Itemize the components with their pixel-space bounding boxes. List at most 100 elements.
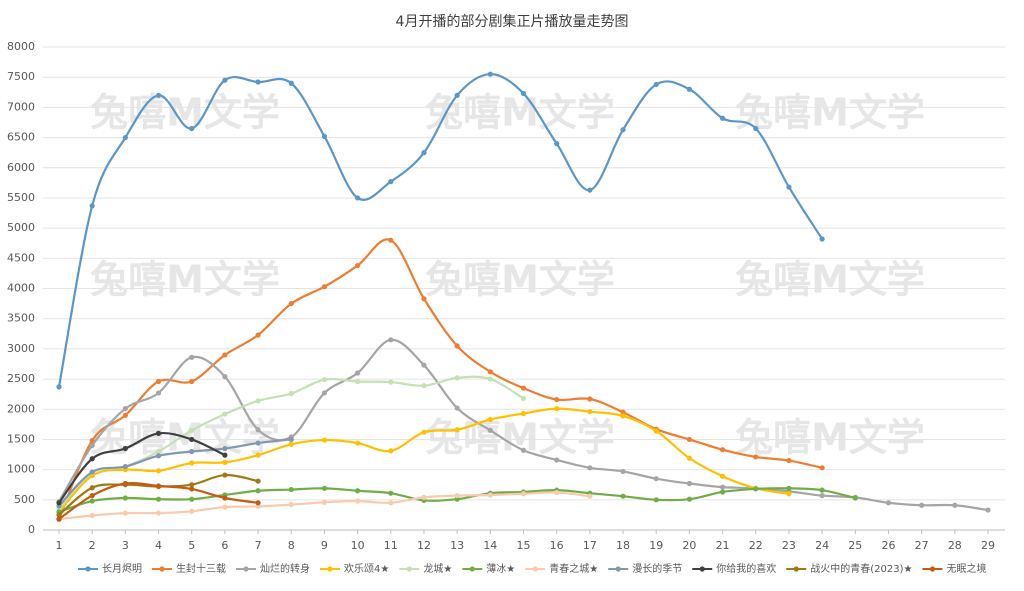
data-point [89,512,95,519]
data-point [155,483,162,489]
legend-label: 无眠之境 [946,562,986,575]
data-point [56,512,62,518]
x-tick-label: 18 [616,539,630,552]
data-point [620,468,626,475]
data-point [122,510,128,516]
data-point [222,445,228,452]
data-point [686,436,692,443]
data-point [719,484,726,490]
data-point [554,457,560,463]
data-point [255,79,261,85]
data-point [852,495,858,501]
legend-label: 灿烂的转身 [260,562,310,575]
data-point [520,395,527,401]
data-point [255,452,261,458]
data-point [155,378,162,385]
data-point [222,352,228,358]
data-point [620,493,626,499]
data-point [653,428,659,434]
data-point [189,508,195,514]
data-point [155,453,162,459]
data-point [554,489,560,496]
data-point [355,262,361,269]
data-point [819,487,825,493]
data-point [686,496,692,502]
series-line [58,431,226,504]
data-point [189,486,195,492]
data-point [520,90,527,97]
x-tick-label: 15 [517,539,531,552]
data-point [454,405,460,411]
y-tick-label: 4000 [7,282,35,295]
legend-label: 长月烬明 [102,563,142,575]
x-tick-label: 28 [948,539,962,552]
data-point [454,92,460,98]
data-point [288,502,294,508]
data-point [255,440,261,446]
data-point [255,488,261,494]
legend-label: 你给我的喜欢 [716,562,776,575]
data-point [222,495,228,501]
data-point [122,445,128,452]
data-point [321,390,328,396]
data-point [189,378,195,385]
data-point [189,496,195,502]
x-tick-label: 26 [881,539,895,552]
data-point [753,454,759,460]
data-point [255,503,261,510]
data-point [388,448,394,454]
x-tick-label: 7 [255,539,262,552]
x-tick-label: 11 [384,539,398,552]
data-point [753,486,759,492]
data-point [321,284,328,290]
data-point [255,398,261,404]
data-point [985,507,991,513]
watermark: 兔嘻M文学 [735,91,925,135]
x-tick-label: 4 [155,539,162,552]
data-point [719,115,726,121]
y-tick-label: 4500 [7,251,35,264]
data-point [885,500,892,506]
y-tick-label: 7000 [7,100,35,113]
data-point [686,455,692,461]
data-point [155,390,162,396]
legend-marker [159,566,165,572]
x-tick-label: 27 [915,539,929,552]
legend-label: 漫长的季节 [632,562,682,575]
data-point [719,473,726,479]
data-point [819,236,825,242]
data-point [122,480,128,487]
data-point [520,491,527,497]
data-point [421,383,427,389]
y-tick-label: 1500 [7,432,35,445]
y-tick-label: 5500 [7,191,35,204]
data-point [122,406,128,412]
y-tick-label: 8000 [7,40,35,53]
data-point [952,502,958,508]
data-point [255,478,261,484]
x-tick-label: 9 [321,539,328,552]
y-tick-label: 1000 [7,463,35,476]
watermark: 兔嘻M文学 [735,416,925,460]
legend-label: 欢乐颂4★ [344,562,389,575]
y-tick-label: 500 [14,493,35,506]
x-tick-label: 29 [981,539,995,552]
x-tick-label: 20 [682,539,696,552]
data-point [454,496,460,502]
data-point [454,343,460,349]
x-tick-label: 16 [550,539,564,552]
series-line [58,438,292,507]
data-point [554,396,560,403]
x-tick-label: 13 [450,539,464,552]
x-tick-label: 17 [583,539,597,552]
legend-marker [699,566,705,572]
data-point [321,437,328,443]
y-tick-label: 3000 [7,342,35,355]
data-point [255,500,261,506]
data-point [288,300,294,307]
data-point [587,409,593,415]
data-point [421,296,427,302]
data-point [520,410,527,417]
data-point [189,354,195,360]
data-point [919,502,925,508]
